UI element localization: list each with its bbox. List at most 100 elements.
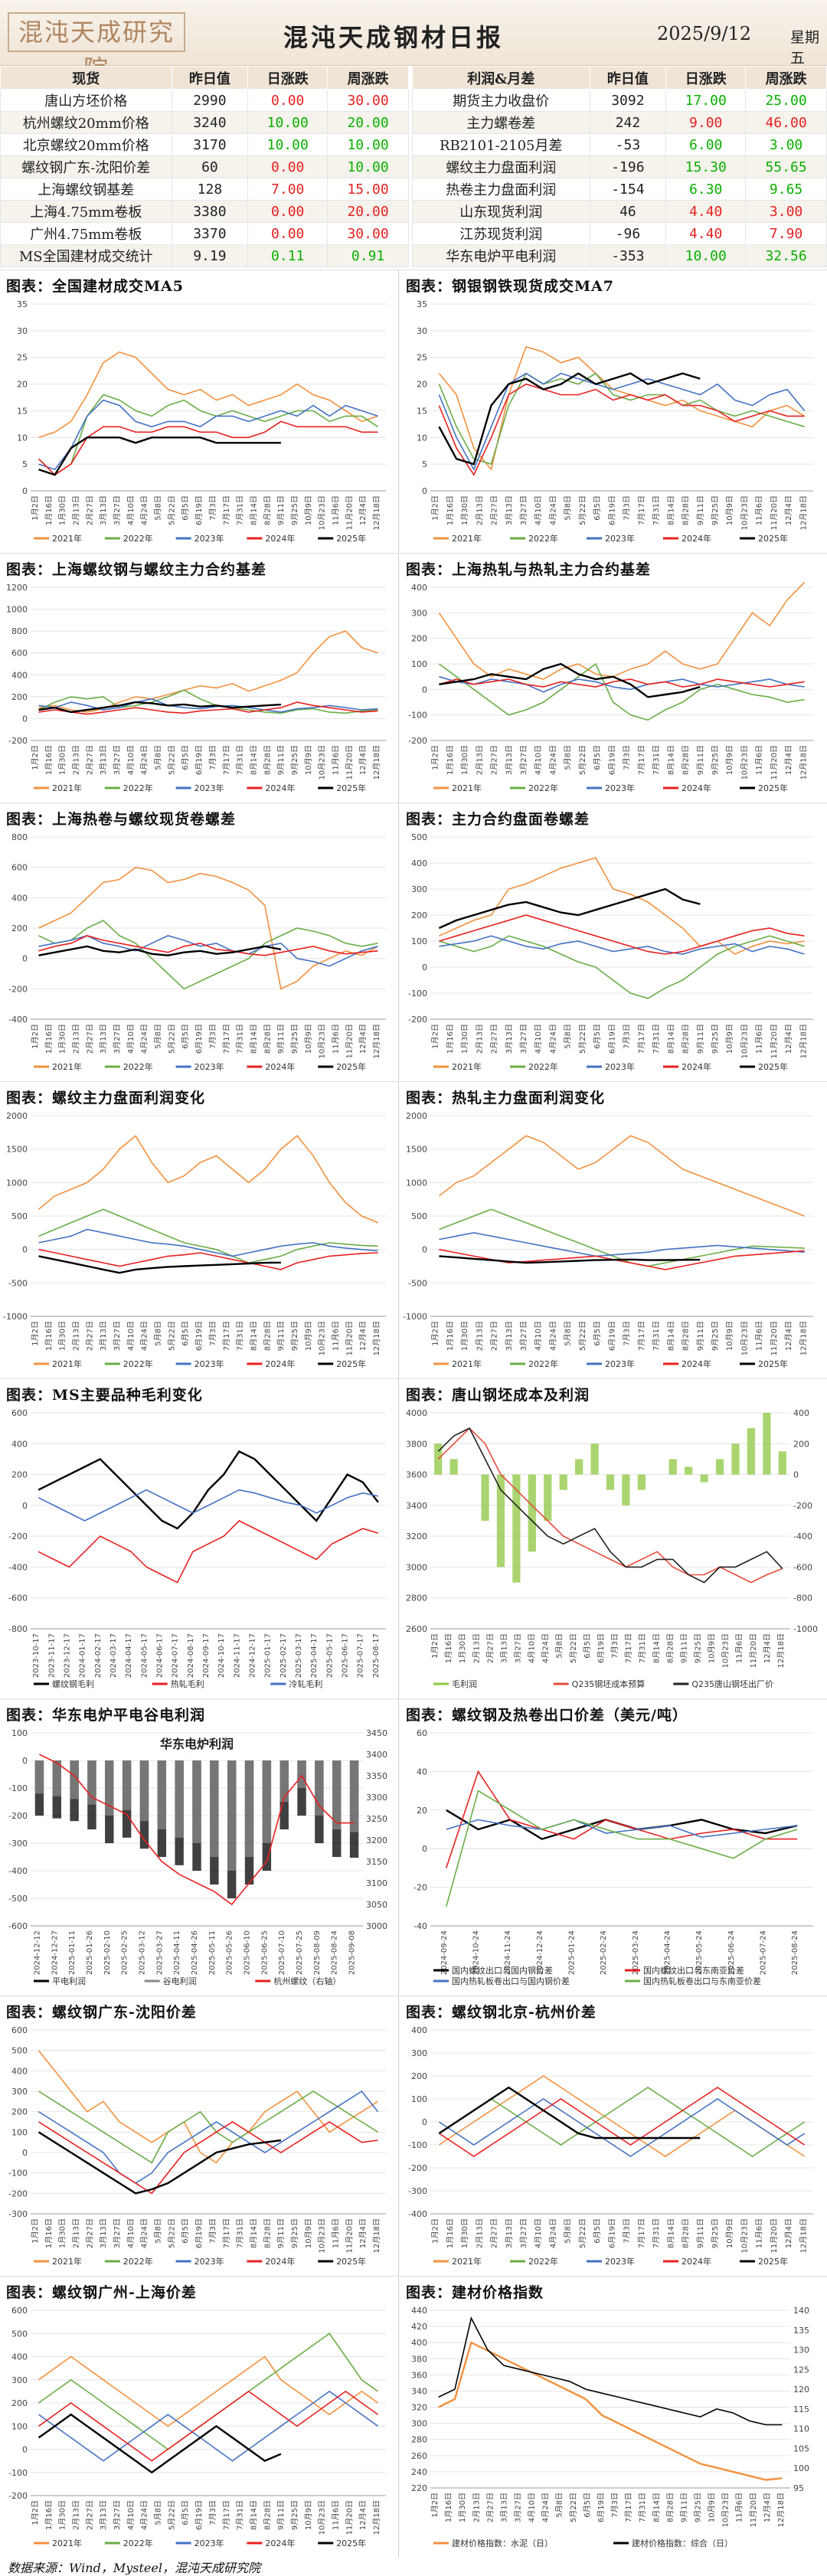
x-tick-label: 4月24日 [548,495,557,525]
x-tick-label: 2月13日 [472,2493,481,2522]
chart-svg: -200 0 200 400 600 800 1000 1200 1月2日 1月16日 1月30日 2… [6,583,386,793]
legend-label: 2025年 [336,1061,366,1072]
legend-label: 2025年 [336,533,366,544]
x-tick-label: 10月9日 [725,745,734,775]
table-cell: 3.00 [745,133,827,156]
x-tick-label: 2024-08-17 [187,1633,195,1678]
x-tick-label: 2024-12-24 [536,1930,544,1975]
x-tick-label: 12月4日 [358,745,368,775]
x-tick-label: 9月25日 [290,1321,299,1351]
x-tick-label: 2025-04-26 [191,1930,199,1975]
x-tick-label: 2025-03-17 [295,1633,303,1678]
y-tick-label: 200 [411,2071,427,2081]
x-tick-label: 7月31日 [652,745,661,775]
chart-legend: 2021年 2022年 2023年 2024年 2025年 [34,533,366,544]
chart-legend: 2021年 2022年 2023年 2024年 2025年 [433,783,788,793]
y-tick-label: -600 [8,1594,28,1603]
x-tick-label: 1月30日 [58,745,67,775]
table-cell: 60 [171,155,249,178]
x-tick-label: 10月23日 [318,2218,327,2253]
x-tick-label: 5月22日 [578,1321,587,1351]
x-tick-label: 6月5日 [181,1321,190,1346]
y-tick-label: 800 [11,832,28,842]
legend-label: 2022年 [123,1358,153,1369]
chart-panel: 图表：螺纹钢及热卷出口价差（美元/吨） -40 -20 0 20 40 60 2024-09-… [400,1698,827,1996]
y-tick-label: 800 [11,626,28,636]
x-tick-label: 2025-05-17 [325,1633,334,1678]
x-tick-label: 3月13日 [99,1321,108,1351]
x-tick-label: 10月9日 [725,1024,734,1054]
x-tick-label: 3月13日 [505,1321,514,1351]
x-tick-label: 2025-04-24 [664,1930,672,1975]
table-cell: 15.00 [327,178,409,201]
x-tick-label: 1月16日 [444,2493,453,2522]
x-tick-label: 6月5日 [593,1024,602,1049]
table-row: 上海螺纹钢基差 128 7.00 15.00 [0,178,409,201]
series-line [439,1208,805,1267]
table-cell: -196 [589,155,667,178]
chart-panel: 图表：全国建材成交MA5 0 5 10 15 20 25 30 35 1月2日 1月16日 1月30日… [0,270,398,553]
bar [210,1760,219,1857]
x-tick-label: 1月2日 [31,1321,40,1346]
table-header: 昨日值 [589,66,667,90]
x-tick-label: 11月20日 [770,2218,779,2253]
legend-label: 2025年 [758,1358,788,1369]
x-tick-label: 10月9日 [725,495,734,525]
profit-spread-table: 利润&月差 昨日值 日涨跌 周涨跌 期货主力收盘价 3092 17.00 25.00 主力螺卷差… [412,66,827,267]
legend-label: 2024年 [265,2538,295,2548]
x-tick-label: 6月19日 [194,2218,204,2248]
report-weekday: 星期五 [790,29,820,67]
x-tick-label: 2月27日 [85,1024,94,1054]
x-tick-label: 5月8日 [555,2493,564,2518]
x-tick-label: 2025-06-10 [244,1930,252,1975]
x-tick-label: 4月10日 [126,1321,136,1351]
x-tick-label: 8月14日 [249,1024,258,1054]
x-tick-label: 6月5日 [181,745,190,770]
series-line [38,866,378,990]
y-tick-label: 0 [22,2445,28,2455]
y2-tick-label: 3250 [366,1814,387,1824]
y-tick-label: 320 [411,2403,427,2413]
chart-legend: 2021年 2022年 2023年 2024年 2025年 [34,2538,366,2548]
x-tick-label: 4月10日 [126,495,136,525]
legend-label: 2021年 [52,1358,82,1369]
x-tick-label: 2025-02-10 [103,1930,112,1975]
chart-legend: 2021年 2022年 2023年 2024年 2025年 [433,1358,788,1369]
x-tick-label: 1月2日 [430,1633,440,1659]
x-tick-label: 12月18日 [799,745,808,780]
x-tick-label: 12月4日 [763,1633,772,1663]
table-cell: 唐山方坯价格 [0,89,172,112]
legend-label: 谷电利润 [163,1976,197,1986]
x-tick-label: 3月13日 [499,2493,508,2522]
series-line [38,1520,379,1584]
report-title: 混沌天成钢材日报 [283,23,505,52]
x-tick-label: 3月27日 [113,2500,122,2530]
chart-title: 图表：螺纹钢广东-沈阳价差 [6,2004,197,2021]
y-tick-label: 30 [17,326,28,336]
x-tick-label: 5月22日 [167,1024,176,1054]
x-tick-label: 2025-06-24 [727,1930,736,1975]
chart-svg: 0 5 10 15 20 25 30 35 1月2日 1月16日 1月30日 2月13日 2月27日 3月… [417,299,813,544]
x-tick-label: 2025-04-17 [310,1633,319,1678]
x-tick-label: 8月14日 [666,2218,675,2248]
x-tick-label: 3月13日 [499,1633,508,1663]
y-tick-label: 400 [11,2066,28,2076]
x-tick-label: 4月24日 [548,2218,557,2248]
x-tick-label: 4月10日 [528,1633,537,1663]
table-row: 华东电炉平电利润 -353 10.00 32.56 [412,244,827,267]
y-tick-label: 30 [417,326,427,336]
chart-title: 图表：螺纹主力盘面利润变化 [6,1090,206,1107]
x-tick-label: 7月17日 [222,495,231,525]
x-tick-label: 6月19日 [607,1321,616,1351]
series-line [446,1790,798,1907]
x-tick-label: 1月30日 [458,1633,467,1663]
x-tick-label: 2023-10-17 [32,1633,41,1678]
legend-label: 2024年 [265,2256,295,2267]
legend-label: 2021年 [52,533,82,544]
x-tick-label: 5月8日 [564,2218,573,2244]
x-tick-label: 3月13日 [99,2500,108,2530]
x-tick-label: 12月18日 [799,1024,808,1058]
y-tick-label: 500 [11,2046,28,2056]
x-tick-label: 6月19日 [194,495,204,525]
legend-label: 2022年 [528,783,558,793]
